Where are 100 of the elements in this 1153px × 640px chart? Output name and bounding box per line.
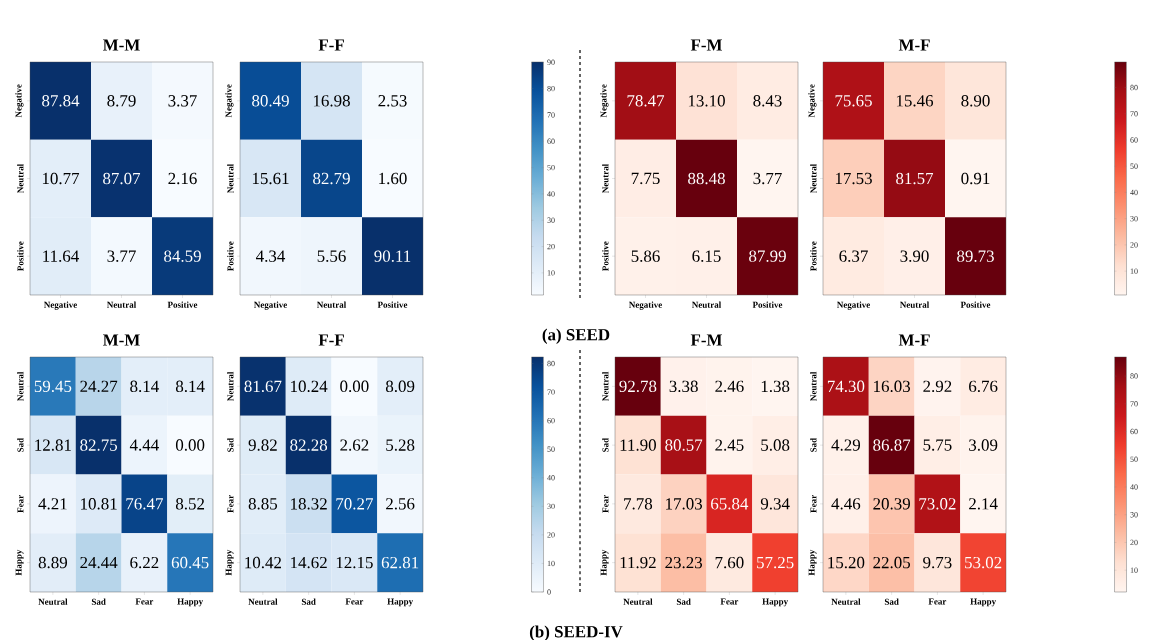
y-tick-label: Neutral xyxy=(227,371,234,401)
y-tick-label: Fear xyxy=(17,495,24,513)
y-tick-label: Happy xyxy=(15,549,24,576)
data-label: 81.67 xyxy=(244,380,282,393)
data-label: 4.21 xyxy=(38,498,67,510)
y-tick-label: Neutral xyxy=(602,163,609,194)
data-label: 6.15 xyxy=(692,250,721,262)
data-label: 3.38 xyxy=(669,380,698,393)
chart-title: F-F xyxy=(318,39,344,51)
data-label: 76.47 xyxy=(126,498,163,510)
chart-title: M-F xyxy=(898,39,930,51)
data-label: 87.99 xyxy=(749,250,786,262)
data-label: 9.82 xyxy=(248,439,277,451)
y-tick-label: Neutral xyxy=(810,163,817,194)
data-label: 75.65 xyxy=(835,95,872,107)
data-label: 3.90 xyxy=(900,250,929,262)
data-label: 2.14 xyxy=(969,498,998,510)
y-tick-label: Happy xyxy=(225,549,234,576)
data-label: 7.60 xyxy=(715,556,744,569)
data-label: 82.79 xyxy=(313,172,350,185)
y-tick-label: Fear xyxy=(810,495,817,513)
data-label: 62.81 xyxy=(381,556,419,569)
data-label: 4.34 xyxy=(256,250,286,262)
data-label: 87.07 xyxy=(103,172,141,185)
y-tick-label: Sad xyxy=(17,438,24,452)
data-label: 23.23 xyxy=(665,556,703,569)
x-tick-label: Fear xyxy=(135,598,154,605)
data-label: 2.16 xyxy=(168,172,197,185)
data-label: 88.48 xyxy=(688,172,725,185)
data-label: 86.87 xyxy=(873,439,911,451)
x-tick-label: Fear xyxy=(928,598,947,605)
data-label: 73.02 xyxy=(919,498,956,510)
data-label: 15.20 xyxy=(828,556,865,569)
chart-title: M-M xyxy=(103,334,140,346)
x-tick-label: Negative xyxy=(44,301,77,310)
x-tick-label: Neutral xyxy=(248,598,278,605)
data-label: 6.22 xyxy=(130,556,159,569)
y-tick-label: Sad xyxy=(810,438,817,452)
x-tick-label: Fear xyxy=(345,598,364,605)
data-label: 11.92 xyxy=(620,556,656,569)
y-tick-label: Neutral xyxy=(810,371,817,401)
data-label: 80.57 xyxy=(665,439,703,451)
data-label: 6.37 xyxy=(839,250,868,262)
y-tick-label: Neutral xyxy=(17,371,24,401)
data-label: 57.25 xyxy=(757,556,794,569)
y-tick-label: Fear xyxy=(602,495,609,513)
y-tick-label: Positive xyxy=(17,241,24,271)
data-label: 3.77 xyxy=(753,172,782,185)
y-tick-label: Happy xyxy=(600,549,609,576)
data-label: 2.56 xyxy=(386,498,415,510)
x-tick-label: Sad xyxy=(91,598,106,605)
x-tick-label: Happy xyxy=(387,598,413,607)
data-label: 84.59 xyxy=(164,250,201,262)
data-label: 82.28 xyxy=(290,439,328,451)
data-label: 8.89 xyxy=(38,556,68,569)
data-label: 10.77 xyxy=(42,172,80,185)
data-label: 17.53 xyxy=(835,172,872,185)
data-label: 2.62 xyxy=(340,439,369,451)
data-label: 16.98 xyxy=(313,95,350,107)
data-label: 15.61 xyxy=(252,172,289,185)
data-label: 8.14 xyxy=(130,380,159,393)
data-label: 9.73 xyxy=(923,556,952,569)
data-label: 22.05 xyxy=(873,556,911,569)
data-label: 2.53 xyxy=(378,95,407,107)
data-label: 1.60 xyxy=(379,172,407,185)
data-label: 60.45 xyxy=(171,556,209,569)
y-tick-label: Negative xyxy=(808,84,817,118)
data-label: 70.27 xyxy=(336,498,373,510)
data-label: 15.46 xyxy=(896,95,934,107)
data-label: 53.02 xyxy=(965,556,1002,569)
data-label: 1.38 xyxy=(761,380,790,393)
data-label: 4.44 xyxy=(129,439,159,451)
data-label: 20.39 xyxy=(873,498,910,510)
data-label: 8.43 xyxy=(753,95,782,107)
y-tick-label: Happy xyxy=(808,549,817,576)
data-label: 5.86 xyxy=(631,250,660,262)
data-label: 11.90 xyxy=(620,439,656,451)
data-label: 4.29 xyxy=(831,439,861,451)
data-label: 24.44 xyxy=(80,556,118,569)
data-label: 7.78 xyxy=(624,498,653,510)
text: (a) SEED xyxy=(542,328,610,344)
x-tick-label: Negative xyxy=(629,301,662,310)
x-tick-label: Neutral xyxy=(899,301,930,308)
x-tick-label: Positive xyxy=(167,301,198,308)
data-label: 5.28 xyxy=(386,439,415,451)
chart-title: F-F xyxy=(318,334,344,346)
x-tick-label: Fear xyxy=(720,598,739,605)
x-tick-label: Sad xyxy=(884,598,899,605)
x-tick-label: Neutral xyxy=(38,598,68,605)
y-tick-label: Sad xyxy=(602,438,609,452)
data-label: 2.92 xyxy=(923,380,952,393)
y-tick-label: Neutral xyxy=(602,371,609,401)
data-label: 80.49 xyxy=(252,95,289,107)
data-label: 8.52 xyxy=(175,498,205,510)
chart-title: F-M xyxy=(690,334,723,346)
data-label: 2.46 xyxy=(715,380,744,393)
y-tick-label: Fear xyxy=(227,495,234,513)
y-tick-label: Positive xyxy=(227,241,234,271)
data-label: 10.24 xyxy=(291,380,328,393)
data-label: 14.62 xyxy=(291,556,327,569)
